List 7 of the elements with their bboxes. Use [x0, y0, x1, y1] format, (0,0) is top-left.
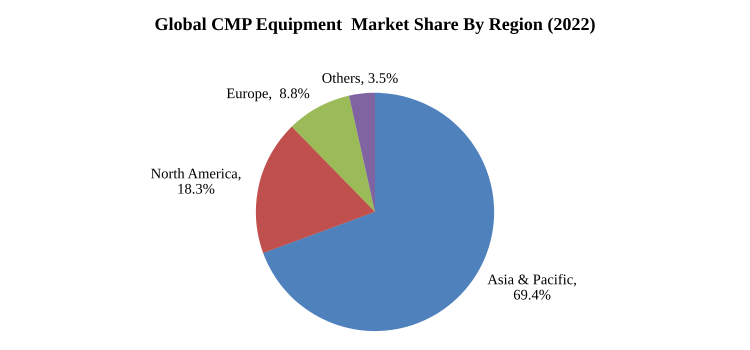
- slice-label: North America, 18.3%: [151, 168, 240, 194]
- chart-title: Global CMP Equipment Market Share By Region (2022): [155, 18, 595, 34]
- slice-label: Others, 3.5%: [322, 72, 398, 86]
- pie-slice: [349, 92, 375, 212]
- slice-label: Europe, 8.8%: [226, 88, 310, 102]
- pie-slice: [256, 126, 375, 253]
- slice-label: Asia & Pacific, 69.4%: [487, 274, 576, 300]
